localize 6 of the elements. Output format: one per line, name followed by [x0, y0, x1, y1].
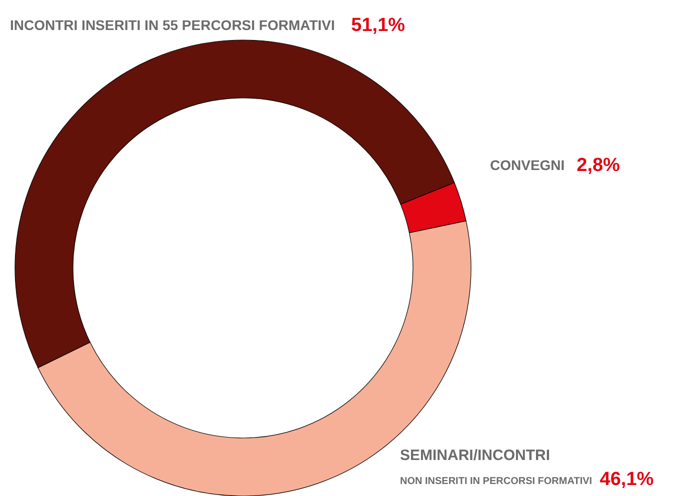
slice-label: SEMINARI/INCONTRI NON INSERITI IN PERCORSI FORMATIVI — [400, 447, 592, 487]
slice-label: CONVEGNI — [490, 157, 565, 173]
slice-label: INCONTRI INSERITI IN 55 PERCORSI FORMATIVI — [10, 17, 335, 33]
data-label: 2,8% — [576, 155, 620, 176]
data-label: 51,1% — [351, 15, 406, 36]
data-label: 46,1% — [600, 469, 654, 490]
